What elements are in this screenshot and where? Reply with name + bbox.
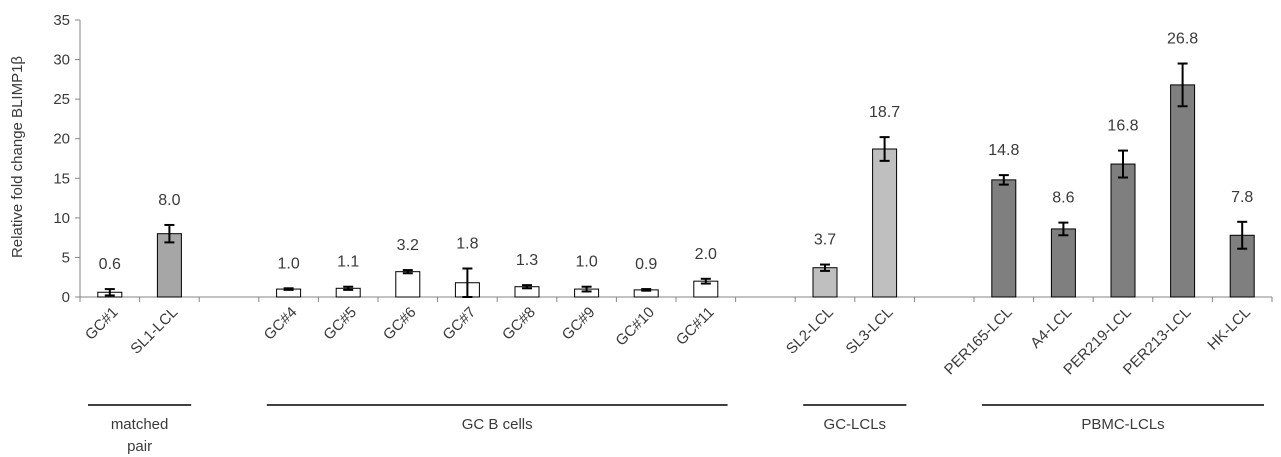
group-brackets: matched pair GC B cells GC-LCLs PBMC-LCLs (88, 404, 1264, 455)
group-label: pair (127, 438, 152, 455)
data-label: 0.9 (635, 256, 657, 273)
category-label: GC#6 (380, 304, 420, 344)
data-label: 8.0 (158, 192, 180, 209)
y-tick-label: 20 (53, 131, 70, 148)
data-label: 1.3 (516, 252, 538, 269)
data-label: 1.0 (277, 255, 299, 272)
category-label: GC#4 (261, 304, 301, 344)
y-tick-label: 15 (53, 170, 70, 187)
category-label: GC#11 (673, 304, 718, 349)
bar (395, 271, 421, 298)
data-label: 7.8 (1231, 189, 1253, 206)
group-bracket: GC-LCLs (803, 404, 907, 433)
error-bar (879, 136, 890, 162)
error-bar (164, 223, 175, 244)
category-label: SL2-LCL (783, 304, 837, 358)
error-bar (462, 267, 473, 298)
group-label: GC-LCLs (824, 416, 887, 433)
data-label: 1.0 (575, 254, 597, 271)
y-axis-title: Relative fold change BLIMP1β (9, 56, 26, 258)
category-label: PER165-LCL (941, 304, 1016, 379)
error-bar (581, 285, 592, 293)
data-label: 3.7 (814, 232, 836, 249)
error-bar (1237, 220, 1248, 250)
data-label: 14.8 (988, 142, 1019, 159)
category-label: A4-LCL (1027, 304, 1075, 352)
error-bar (998, 174, 1009, 186)
category-label: GC#7 (439, 304, 479, 344)
data-label: 8.6 (1052, 190, 1074, 207)
data-label: 1.8 (456, 236, 478, 253)
category-label: GC#8 (499, 304, 539, 344)
group-bracket: PBMC-LCLs (982, 404, 1264, 433)
error-bar (700, 277, 711, 285)
category-label: GC#10 (612, 304, 658, 350)
error-bar (820, 263, 830, 272)
y-tick-label: 0 (62, 289, 70, 306)
bar (1110, 163, 1136, 298)
data-label: 2.0 (695, 246, 717, 263)
category-label: GC#9 (559, 304, 599, 344)
data-label: 1.1 (337, 254, 359, 271)
data-label: 26.8 (1167, 31, 1198, 48)
y-tick-label: 35 (53, 12, 70, 29)
bar (872, 148, 898, 298)
y-tick-label: 5 (62, 249, 70, 266)
y-tick-label: 25 (53, 91, 70, 108)
category-label: SL3-LCL (843, 304, 897, 358)
axes: 0 5 10 15 20 25 30 35 (53, 12, 1273, 306)
data-label: 16.8 (1107, 118, 1138, 135)
data-label: 18.7 (869, 104, 900, 121)
bar (1170, 84, 1196, 298)
data-label: 0.6 (99, 256, 121, 273)
bars (97, 84, 1255, 298)
error-bar (522, 284, 532, 290)
bar (1050, 228, 1076, 298)
y-tick-label: 10 (53, 210, 70, 227)
category-label: HK-LCL (1204, 304, 1254, 354)
group-label: PBMC-LCLs (1081, 416, 1164, 433)
error-bar (1177, 62, 1188, 108)
error-bar (104, 288, 115, 297)
group-label: GC B cells (462, 416, 533, 433)
category-label: GC#5 (320, 304, 360, 344)
error-bar (402, 269, 413, 275)
category-label: GC#1 (82, 304, 122, 344)
group-bracket: GC B cells (266, 404, 728, 433)
y-tick-label: 30 (53, 52, 70, 69)
error-bar (343, 285, 354, 291)
group-label: matched (111, 416, 169, 433)
bar (812, 267, 838, 298)
error-bar (641, 288, 652, 292)
category-label: SL1-LCL (127, 304, 181, 358)
error-bar (1118, 149, 1128, 179)
data-label: 3.2 (397, 237, 419, 254)
group-bracket: matched pair (88, 404, 192, 455)
error-bar (283, 287, 294, 291)
bar (991, 179, 1017, 298)
category-labels: GC#1 SL1-LCL GC#4 GC#5 GC#6 GC#7 GC#8 GC#9 GC#10… (82, 304, 1254, 379)
value-labels: 0.6 8.0 1.0 1.1 3.2 1.8 1.3 1.0 0.9 2.0 3.7 18.7 14.… (99, 31, 1254, 274)
error-bars (104, 62, 1248, 298)
error-bar (1058, 221, 1069, 237)
